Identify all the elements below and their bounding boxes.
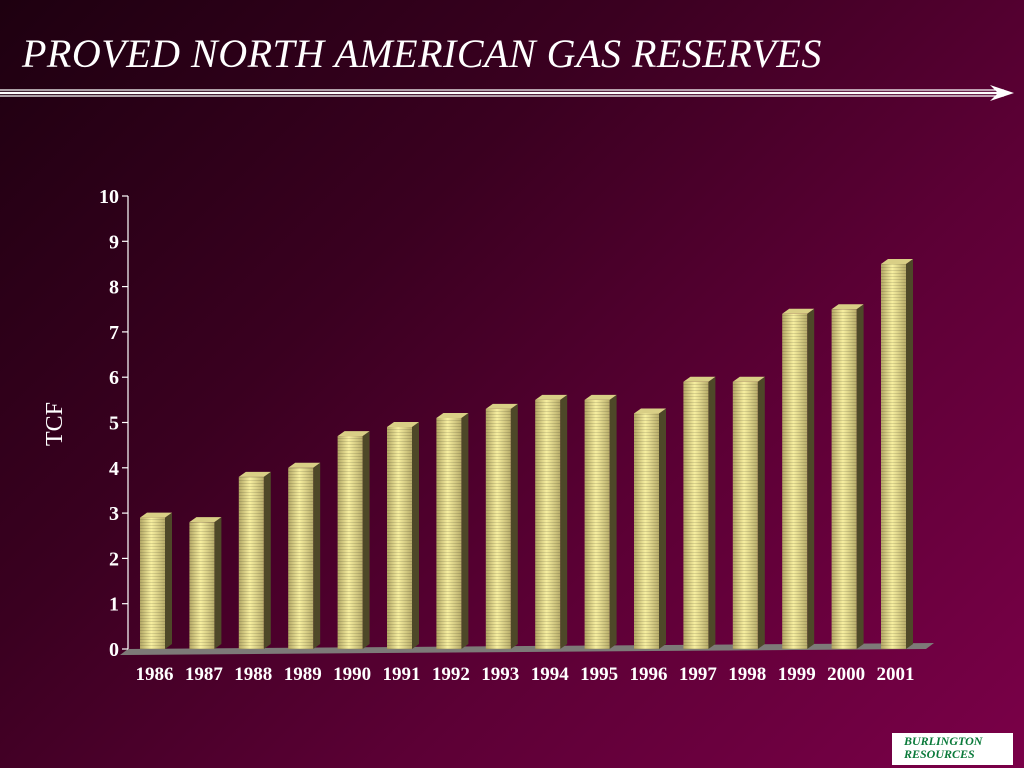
- x-tick-label: 1987: [185, 664, 224, 685]
- bar-side: [609, 394, 617, 649]
- bar-texture: [238, 476, 264, 649]
- bar-texture: [881, 263, 906, 649]
- bar-texture: [634, 413, 659, 649]
- page-title: PROVED NORTH AMERICAN GAS RESERVES: [22, 31, 822, 76]
- x-tick-label: 1996: [630, 664, 668, 685]
- bar-top: [881, 258, 913, 264]
- bar-top: [288, 462, 321, 468]
- bar-texture: [485, 408, 511, 649]
- y-tick-label: 1: [109, 594, 119, 616]
- y-tick-label: 0: [109, 639, 119, 661]
- bar-side: [708, 376, 716, 649]
- bar-side: [214, 517, 222, 649]
- bar-top: [238, 471, 271, 477]
- bar-1987: [189, 517, 222, 649]
- bar-side: [362, 431, 370, 649]
- bar-texture: [337, 436, 363, 649]
- bar-texture: [535, 399, 561, 649]
- bar-top: [831, 304, 864, 310]
- bar-side: [856, 304, 864, 649]
- bar-texture: [683, 381, 709, 649]
- x-tick-label: 2001: [877, 664, 915, 685]
- y-tick-label: 3: [109, 503, 119, 525]
- bar-texture: [140, 517, 165, 649]
- x-tick-label: 1988: [234, 664, 272, 685]
- y-axis-label: TCF: [42, 402, 68, 446]
- logo-line-2: RESOURCES: [904, 747, 975, 761]
- bar-1991: [387, 422, 419, 649]
- y-tick-label: 2: [109, 548, 119, 570]
- bar-top: [337, 431, 370, 437]
- bar-1989: [288, 462, 321, 649]
- bar-top: [387, 422, 419, 428]
- y-tick-label: 8: [109, 277, 119, 299]
- bar-texture: [732, 381, 758, 649]
- bar-texture: [584, 399, 610, 649]
- chart-floor: [120, 643, 934, 655]
- x-tick-label: 1999: [778, 664, 816, 685]
- bar-1999: [782, 308, 815, 649]
- burlington-resources-logo: BURLINGTON RESOURCES: [892, 733, 1013, 765]
- bar-top: [584, 394, 617, 400]
- y-tick-label: 6: [109, 367, 119, 389]
- bar-top: [535, 394, 568, 400]
- bar-texture: [387, 427, 412, 649]
- bar-side: [510, 403, 518, 649]
- bar-top: [436, 412, 469, 418]
- x-tick-label: 1990: [333, 664, 371, 685]
- bar-side: [906, 258, 913, 649]
- y-tick-label: 9: [109, 231, 119, 253]
- bar-side: [659, 408, 666, 649]
- x-tick-label: 1997: [679, 664, 718, 685]
- bar-1990: [337, 431, 370, 649]
- y-tick-label: 5: [109, 413, 119, 435]
- y-tick-label: 4: [109, 458, 119, 480]
- bar-side: [412, 422, 419, 649]
- y-tick-label: 7: [109, 322, 119, 344]
- bar-texture: [288, 467, 314, 649]
- bar-1994: [535, 394, 568, 649]
- bar-side: [560, 394, 568, 649]
- bar-texture: [831, 309, 857, 649]
- x-tick-label: 1991: [383, 664, 421, 685]
- x-tick-label: 1995: [580, 664, 618, 685]
- bar-1986: [140, 512, 172, 649]
- bar-top: [189, 517, 222, 523]
- bar-top: [140, 512, 172, 518]
- x-tick-label: 1993: [481, 664, 519, 685]
- bar-1996: [634, 408, 666, 649]
- bar-2000: [831, 304, 864, 649]
- bar-top: [634, 408, 666, 414]
- x-tick-label: 1994: [531, 664, 570, 685]
- bar-1998: [732, 376, 765, 649]
- x-tick-label: 1992: [432, 664, 470, 685]
- title-arrow-rule: [0, 85, 1014, 101]
- x-tick-label: 2000: [827, 664, 865, 685]
- x-tick-label: 1998: [728, 664, 766, 685]
- x-tick-label: 1986: [136, 664, 174, 685]
- logo-line-1: BURLINGTON: [904, 734, 983, 748]
- bar-texture: [189, 522, 215, 649]
- x-tick-label: 1989: [284, 664, 322, 685]
- bar-1995: [584, 394, 617, 649]
- bar-side: [807, 308, 815, 649]
- bar-texture: [782, 313, 808, 649]
- bar-top: [732, 376, 765, 382]
- bar-1988: [238, 471, 271, 649]
- bar-2001: [881, 258, 913, 649]
- bar-side: [165, 512, 172, 649]
- bar-top: [683, 376, 716, 382]
- bar-1992: [436, 412, 469, 649]
- bar-top: [782, 308, 815, 314]
- bar-texture: [436, 417, 462, 649]
- bar-1997: [683, 376, 716, 649]
- bar-side: [263, 471, 271, 649]
- y-tick-label: 10: [99, 186, 119, 208]
- bar-1993: [485, 403, 518, 649]
- bar-side: [461, 412, 469, 649]
- bar-side: [757, 376, 765, 649]
- bar-side: [313, 462, 321, 649]
- bar-top: [485, 403, 518, 409]
